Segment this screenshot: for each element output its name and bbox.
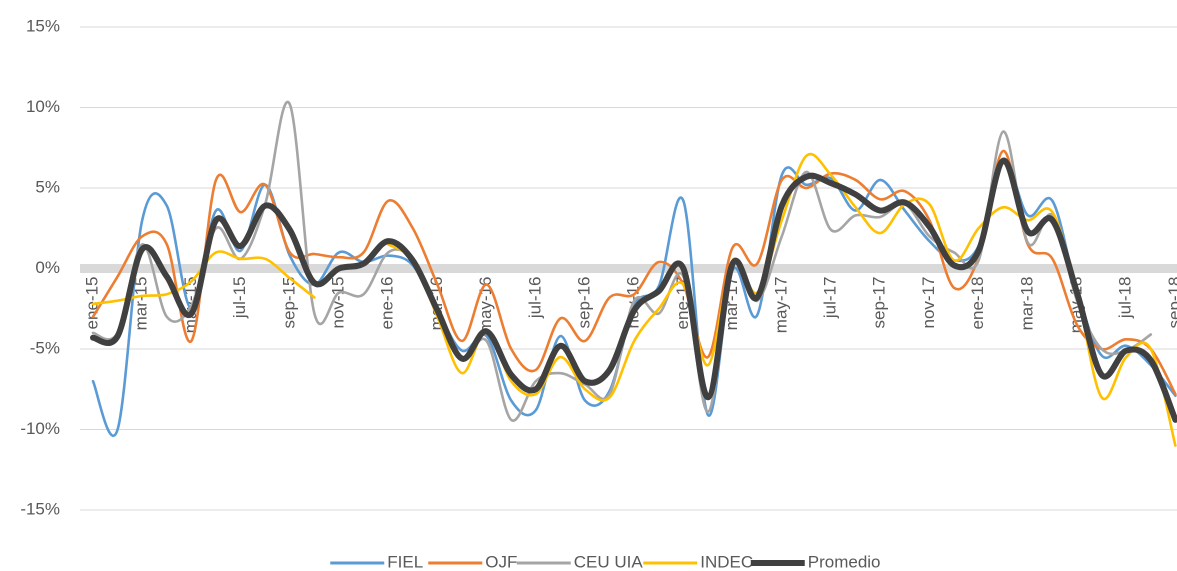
x-tick-label: mar-18 (1017, 277, 1036, 331)
x-tick-label: sep-16 (574, 277, 593, 329)
x-tick-label: may-17 (771, 277, 790, 334)
y-tick-label: 15% (26, 16, 60, 35)
y-tick-label: 5% (35, 177, 60, 196)
y-tick-label: 10% (26, 97, 60, 116)
x-tick-label: jul-18 (1116, 277, 1135, 320)
series-line (386, 152, 1177, 447)
y-tick-label: -10% (20, 419, 60, 438)
y-tick-label: -5% (30, 338, 60, 357)
x-tick-label: sep-17 (870, 277, 889, 329)
x-tick-label: nov-15 (328, 277, 347, 329)
legend-label: FIEL (387, 552, 423, 571)
series-line (90, 157, 1177, 423)
x-tick-label: ene-15 (82, 277, 101, 330)
x-tick-label: sep-15 (279, 277, 298, 329)
legend-label: CEU UIA (574, 552, 644, 571)
legend-label: OJF (485, 552, 517, 571)
x-tick-label: jul-15 (230, 277, 249, 320)
x-tick-label: jul-17 (820, 277, 839, 320)
x-tick-label: nov-17 (919, 277, 938, 329)
x-tick-label: mar-15 (132, 277, 151, 331)
x-tick-label: ene-16 (378, 277, 397, 330)
x-tick-label: sep-18 (1165, 277, 1177, 329)
y-tick-label: -15% (20, 499, 60, 518)
x-tick-label: may-18 (1066, 277, 1085, 334)
y-tick-label: 0% (35, 258, 60, 277)
legend-label: INDEC (700, 552, 753, 571)
x-tick-label: jul-16 (525, 277, 544, 320)
legend-label: Promedio (808, 552, 881, 571)
x-tick-label: ene-18 (968, 277, 987, 330)
